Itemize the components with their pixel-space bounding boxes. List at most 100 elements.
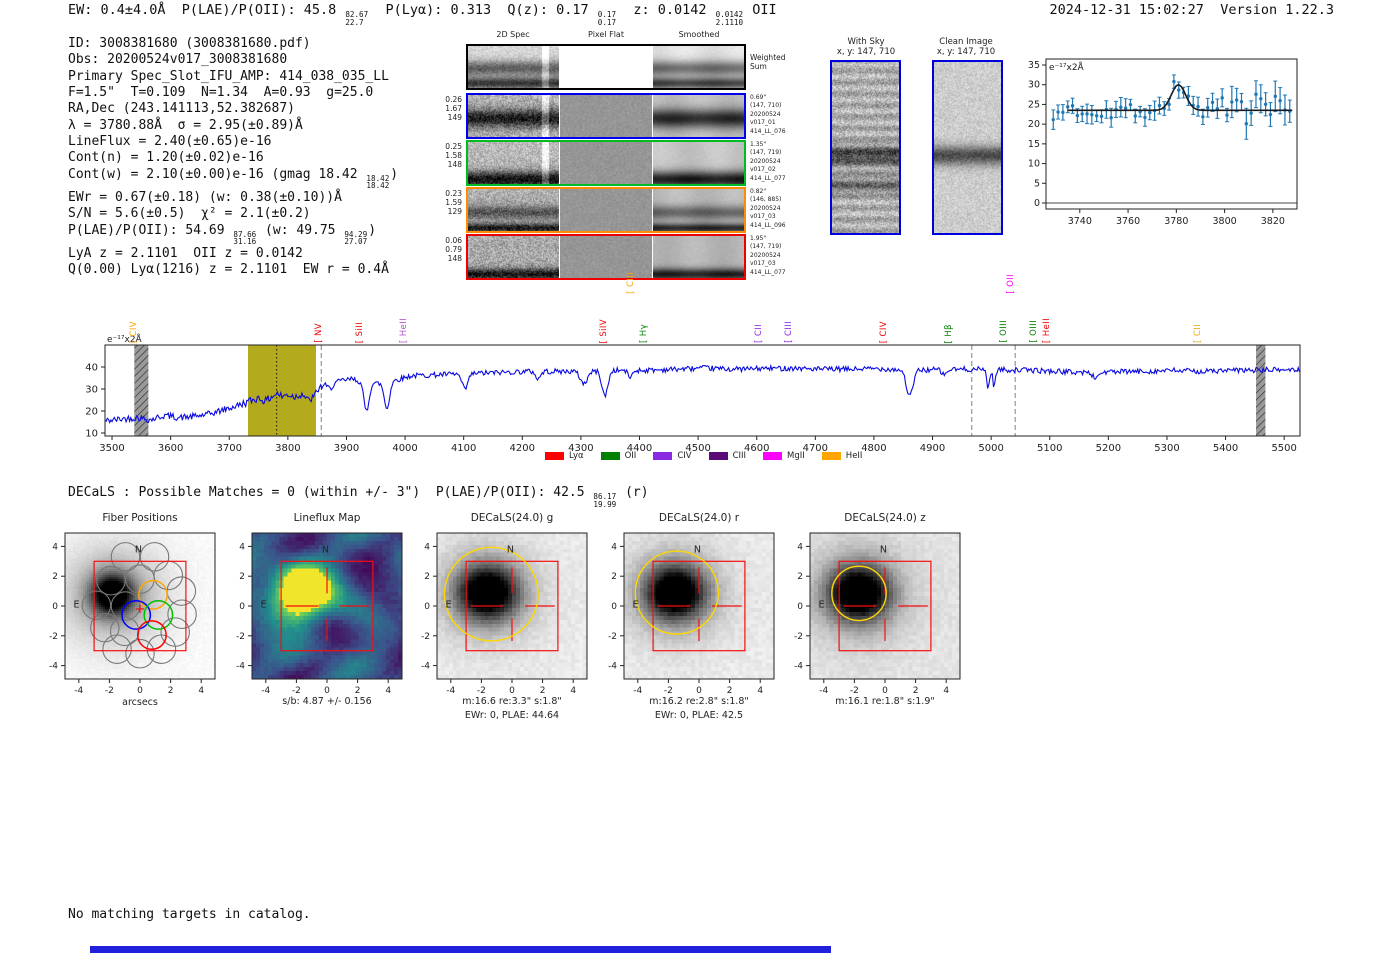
text-segment: S/N = 5.6(±0.5) χ² = 2.1(±0.2) <box>68 206 311 222</box>
text-segment: z: 0.0142 <box>617 2 715 18</box>
cutout-title-lineflux-map: Lineflux Map <box>293 512 361 524</box>
line-marker-cii: [ CII <box>1192 324 1203 343</box>
legend-swatch <box>653 452 673 460</box>
cutout-title-decals-g: DECaLS(24.0) g <box>470 512 554 524</box>
svg-text:-2: -2 <box>664 686 673 696</box>
svg-text:0: 0 <box>324 686 330 696</box>
text-segment: P(LAE)/P(OII): 54.69 <box>68 222 233 238</box>
2d-spec-image <box>468 189 560 231</box>
spec2d-cell <box>468 142 560 184</box>
fiber-circle <box>109 616 140 647</box>
svg-text:10: 10 <box>85 429 98 440</box>
svg-text:3600: 3600 <box>158 443 183 454</box>
svg-text:-2: -2 <box>794 632 803 642</box>
svg-text:-4: -4 <box>421 662 430 672</box>
legend-label: Lyα <box>569 451 584 461</box>
svg-text:2: 2 <box>913 686 919 696</box>
stacked-range: 18.42 18.42 <box>366 175 389 190</box>
text-segment: OII <box>744 2 777 18</box>
svg-text:2: 2 <box>611 572 617 582</box>
stacked-range: 0.17 0.17 <box>598 11 616 26</box>
fiber-circle <box>167 599 197 629</box>
svg-text:2: 2 <box>727 686 733 696</box>
spec2d-cell <box>468 189 560 231</box>
gaussian-fit-curve <box>1067 83 1293 112</box>
spec2d-cell <box>652 236 744 278</box>
with-sky-image <box>832 62 899 233</box>
legend-label: MgII <box>787 451 805 461</box>
spec2d-row-meta: 0.69" (147, 710) 20200524 v017_01 414_LL… <box>750 94 786 135</box>
svg-text:-4: -4 <box>49 662 58 672</box>
sky-panel-title: With Sky x, y: 147, 710 <box>837 37 895 57</box>
fiber-circle <box>125 638 155 669</box>
text-segment: Cont(w) = 2.10(±0.00)e-16 (gmag 18.42 <box>68 166 366 182</box>
svg-text:-2: -2 <box>850 686 859 696</box>
svg-text:4200: 4200 <box>510 443 535 454</box>
svg-text:4: 4 <box>943 686 949 696</box>
legend-label: CIII <box>732 451 747 461</box>
svg-text:4: 4 <box>239 542 245 552</box>
range-low: 27.07 <box>344 237 368 247</box>
line-marker-heii: [ HeII <box>399 317 410 343</box>
legend-swatch <box>708 452 728 460</box>
svg-text:30: 30 <box>1028 80 1040 91</box>
with-sky-panel <box>830 60 901 235</box>
text-segment: RA,Dec (243.141113,52.382687) <box>68 101 295 117</box>
report-version: Version 1.22.3 <box>1220 2 1334 18</box>
cutout-panel-decals-z: DECaLS(24.0) z N E -4 -4 -2 -2 0 0 2 2 4 4 m:16.1 re:… <box>774 512 1004 727</box>
svg-text:4: 4 <box>757 686 763 696</box>
clean-image <box>934 62 1001 233</box>
line-marker-oiii: [ OIII <box>999 320 1010 343</box>
emission-highlight-band <box>248 345 316 436</box>
fiber-circle <box>102 634 132 664</box>
extraction-box <box>280 560 374 652</box>
legend-label: CIV <box>677 451 692 461</box>
2d-spec-image <box>468 236 560 278</box>
spec2d-row-meta: 0.82" (146, 885) 20200524 v017_03 414_LL… <box>750 188 786 229</box>
legend-swatch <box>821 452 841 460</box>
range-high: 0.17 <box>597 10 617 19</box>
svg-text:4900: 4900 <box>920 443 945 454</box>
spectrum-unit-label: e⁻¹⁷x2Å <box>107 333 143 345</box>
spec2d-col-header: Pixel Flat <box>588 30 624 39</box>
svg-text:3800: 3800 <box>1213 216 1237 227</box>
text-segment: ) <box>368 222 377 238</box>
pixel-flat-image <box>560 46 652 88</box>
legend-item-heii: HeII <box>821 451 863 461</box>
spec2d-row <box>466 44 746 90</box>
stacked-range: 86.17 19.99 <box>593 493 616 508</box>
text-segment: F=1.5" T=0.109 N=1.34 A=0.93 g=25.0 <box>68 85 374 101</box>
compass-east: E <box>818 600 824 611</box>
line-marker-ciii: [ CIII <box>784 321 795 343</box>
text-segment: Cont(n) = 1.20(±0.02)e-16 <box>68 150 264 166</box>
range-low: 31.16 <box>233 237 257 247</box>
selected-fiber-circle <box>143 599 174 630</box>
svg-text:2: 2 <box>355 686 361 696</box>
cutout-xlabel: arcsecs <box>122 697 158 708</box>
svg-text:-4: -4 <box>236 662 245 672</box>
info-line: S/N = 5.6(±0.5) χ² = 2.1(±0.2) <box>68 206 398 222</box>
svg-text:-2: -2 <box>421 632 430 642</box>
svg-text:-4: -4 <box>633 686 642 696</box>
svg-text:-2: -2 <box>236 632 245 642</box>
cutout-title-fiber-positions: Fiber Positions <box>102 512 178 524</box>
zoom-plot-series <box>1046 74 1297 204</box>
info-line: P(LAE)/P(OII): 54.69 87.66 31.16 (w: 49.7… <box>68 223 398 246</box>
spec2d-col-header: 2D Spec <box>496 30 530 39</box>
spec2d-col-header: Smoothed <box>678 30 720 39</box>
svg-text:-2: -2 <box>49 632 58 642</box>
cutout-caption-2: EWr: 0, PLAE: 44.64 <box>464 710 560 721</box>
legend-label: HeII <box>845 451 863 461</box>
svg-text:0: 0 <box>882 686 888 696</box>
svg-text:3760: 3760 <box>1116 216 1140 227</box>
info-line: ID: 3008381680 (3008381680.pdf) <box>68 36 398 52</box>
spacer <box>1204 2 1220 18</box>
2d-spec-image <box>468 46 560 88</box>
svg-text:2: 2 <box>797 572 803 582</box>
compass-north: N <box>694 544 701 555</box>
text-segment: Obs: 20200524v017_3008381680 <box>68 52 288 68</box>
svg-text:4: 4 <box>424 542 430 552</box>
svg-text:15: 15 <box>1028 139 1040 150</box>
svg-text:0: 0 <box>137 686 143 696</box>
lineflux-map-overlay: N E -4 -4 -2 -2 0 0 2 2 4 4 <box>236 532 403 696</box>
